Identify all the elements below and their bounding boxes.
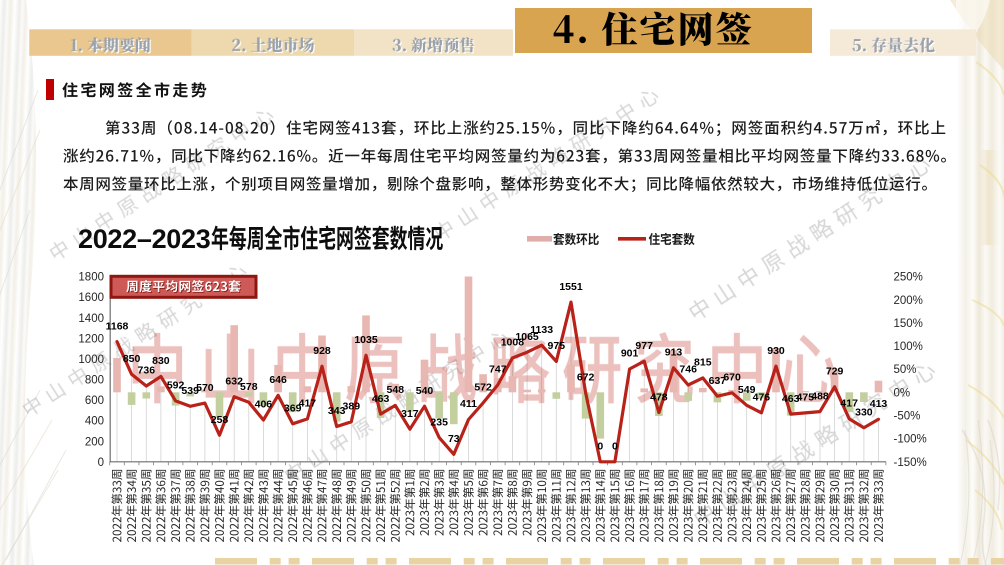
svg-text:930: 930	[767, 345, 785, 357]
svg-text:417: 417	[840, 398, 858, 410]
svg-text:632: 632	[225, 375, 243, 387]
svg-text:235: 235	[430, 416, 448, 428]
svg-text:476: 476	[753, 392, 771, 404]
svg-text:913: 913	[665, 347, 683, 359]
svg-text:830: 830	[152, 355, 170, 367]
svg-text:200%: 200%	[894, 295, 923, 307]
svg-text:729: 729	[826, 366, 844, 378]
svg-text:977: 977	[635, 340, 653, 352]
svg-text:411: 411	[460, 398, 477, 410]
svg-text:406: 406	[255, 399, 273, 411]
svg-text:50%: 50%	[894, 364, 917, 376]
svg-text:540: 540	[416, 385, 434, 397]
svg-text:200: 200	[85, 436, 104, 448]
svg-text:478: 478	[650, 391, 668, 403]
svg-text:600: 600	[85, 395, 104, 407]
svg-text:746: 746	[679, 364, 697, 376]
svg-text:150%: 150%	[894, 318, 923, 330]
svg-text:-50%: -50%	[894, 411, 921, 423]
svg-text:850: 850	[123, 353, 141, 365]
svg-text:343: 343	[328, 405, 346, 417]
svg-text:0: 0	[612, 441, 618, 453]
svg-text:369: 369	[284, 403, 302, 415]
svg-text:928: 928	[313, 345, 331, 357]
svg-text:1133: 1133	[530, 324, 553, 336]
svg-text:-150%: -150%	[894, 457, 927, 469]
svg-text:800: 800	[85, 375, 104, 387]
svg-text:400: 400	[85, 416, 104, 428]
svg-text:463: 463	[372, 393, 390, 405]
svg-text:1600: 1600	[78, 292, 104, 304]
svg-text:100%: 100%	[894, 341, 923, 353]
svg-text:250%: 250%	[894, 272, 923, 284]
svg-text:646: 646	[269, 374, 287, 386]
svg-text:549: 549	[738, 384, 756, 396]
svg-text:73: 73	[448, 433, 460, 445]
svg-text:1000: 1000	[78, 354, 104, 366]
svg-text:815: 815	[694, 357, 712, 369]
svg-text:578: 578	[240, 381, 258, 393]
svg-text:570: 570	[196, 382, 214, 394]
svg-text:1200: 1200	[78, 333, 104, 345]
svg-text:0: 0	[98, 457, 104, 469]
svg-text:317: 317	[401, 408, 419, 420]
svg-text:548: 548	[387, 384, 405, 396]
svg-text:413: 413	[870, 398, 888, 410]
svg-text:0%: 0%	[894, 387, 911, 399]
svg-text:736: 736	[138, 365, 156, 377]
svg-text:1400: 1400	[78, 313, 104, 325]
svg-text:330: 330	[855, 407, 873, 419]
svg-text:2022–2023: 2022–2023	[78, 224, 211, 254]
svg-text:1065: 1065	[515, 331, 539, 343]
svg-text:901: 901	[621, 348, 639, 360]
svg-text:258: 258	[211, 414, 229, 426]
svg-text:572: 572	[474, 382, 492, 394]
svg-text:1551: 1551	[559, 281, 583, 293]
svg-text:417: 417	[299, 398, 317, 410]
svg-text:670: 670	[723, 372, 741, 384]
svg-text:0: 0	[597, 441, 603, 453]
svg-text:1008: 1008	[501, 337, 525, 349]
svg-text:389: 389	[343, 401, 361, 413]
svg-text:463: 463	[782, 393, 800, 405]
svg-text:975: 975	[548, 340, 566, 352]
svg-text:747: 747	[489, 364, 507, 376]
svg-text:488: 488	[811, 390, 829, 402]
svg-text:1035: 1035	[354, 334, 378, 346]
svg-text:539: 539	[181, 385, 199, 397]
svg-text:-100%: -100%	[894, 434, 927, 446]
svg-text:592: 592	[167, 380, 185, 392]
svg-text:672: 672	[577, 371, 595, 383]
svg-text:1168: 1168	[106, 320, 129, 332]
svg-text:475: 475	[797, 392, 815, 404]
svg-text:637: 637	[709, 375, 727, 387]
svg-text:1800: 1800	[78, 272, 104, 284]
